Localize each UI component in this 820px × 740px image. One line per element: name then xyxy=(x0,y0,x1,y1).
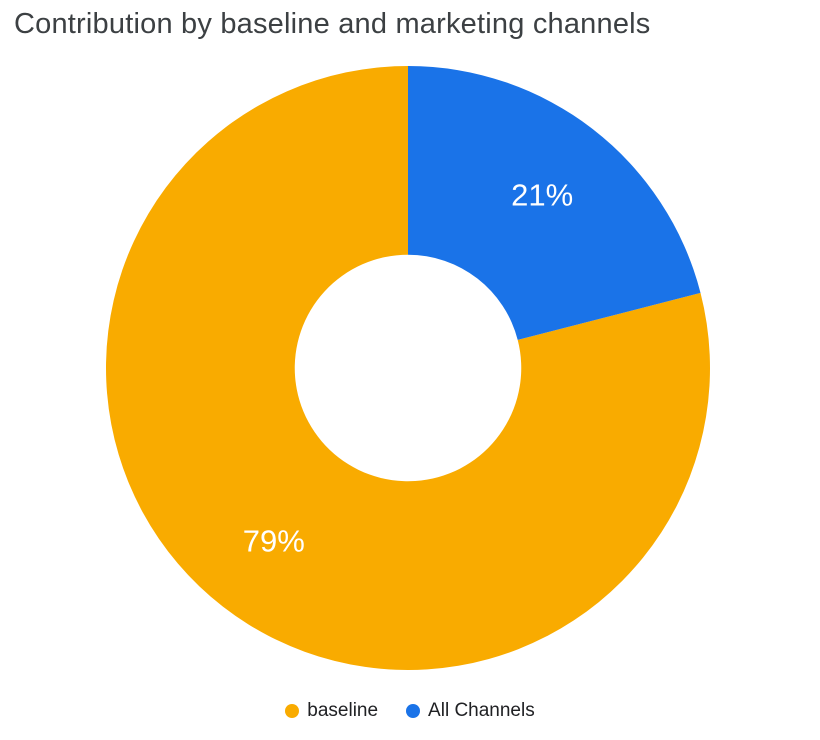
legend-swatch-icon xyxy=(406,704,421,718)
legend-item-all-channels[interactable]: All Channels xyxy=(406,700,535,722)
legend-label: All Channels xyxy=(428,700,535,721)
pie-slice-all-channels[interactable] xyxy=(408,66,701,340)
legend-label: baseline xyxy=(307,700,379,721)
legend-swatch-icon xyxy=(285,704,300,718)
legend-item-baseline[interactable]: baseline xyxy=(285,700,378,722)
slice-percent-label-baseline: 79% xyxy=(243,524,305,559)
slice-percent-label-all-channels: 21% xyxy=(511,177,573,212)
pie-slice-baseline[interactable] xyxy=(105,66,710,670)
chart-title: Contribution by baseline and marketing c… xyxy=(14,8,651,40)
chart-legend: baseline All Channels xyxy=(0,700,820,722)
